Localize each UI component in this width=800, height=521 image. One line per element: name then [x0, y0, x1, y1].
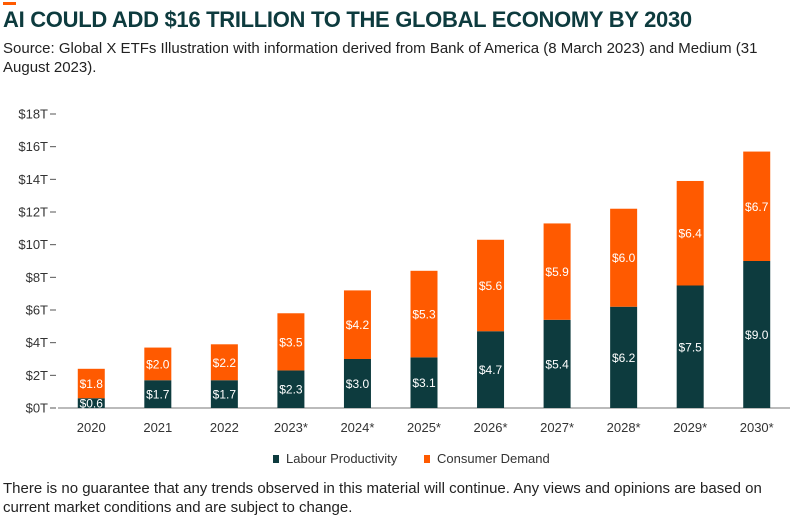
bar-labour-productivity — [343, 359, 371, 408]
bar-data-label: $2.2 — [213, 356, 237, 370]
bar-consumer-demand — [144, 347, 172, 381]
legend-label: Labour Productivity — [286, 451, 398, 466]
bar-data-label: $6.2 — [612, 351, 636, 365]
bar-data-label: $6.0 — [612, 251, 636, 265]
bar-data-label: $3.0 — [346, 377, 370, 391]
y-tick-label: $18T — [18, 107, 48, 122]
bar-consumer-demand — [676, 180, 704, 286]
bar-consumer-demand — [343, 290, 371, 359]
y-tick-label: $10T — [18, 237, 48, 252]
chart-title: AI COULD ADD $16 TRILLION TO THE GLOBAL … — [3, 7, 692, 32]
bar-data-label: $4.2 — [346, 318, 370, 332]
bar-data-label: $6.7 — [745, 200, 769, 214]
bar-data-label: $3.5 — [279, 335, 303, 349]
x-tick-label: 2027* — [540, 420, 574, 435]
bar-data-label: $5.3 — [412, 308, 436, 322]
x-tick-label: 2024* — [340, 420, 374, 435]
x-tick-label: 2021 — [143, 420, 172, 435]
stacked-bar-chart: $0T $2T $4T $6T $8T $10T $12T $14T $16T $18T $0.6 $… — [18, 107, 790, 466]
bar-data-label: $9.0 — [745, 328, 769, 342]
bar-consumer-demand — [410, 270, 438, 358]
x-tick-label: 2030* — [740, 420, 774, 435]
y-tick-label: $4T — [26, 335, 48, 350]
bar-labour-productivity — [743, 261, 771, 408]
bar-data-label: $5.6 — [479, 279, 503, 293]
bar-labour-productivity — [410, 357, 438, 408]
y-tick-label: $0T — [26, 401, 48, 416]
bar-data-label: $6.4 — [679, 227, 703, 241]
x-tick-label: 2029* — [673, 420, 707, 435]
y-tick-label: $12T — [18, 205, 48, 220]
x-tick-label: 2023* — [274, 420, 308, 435]
bar-consumer-demand — [277, 313, 305, 371]
bar-data-label: $1.7 — [213, 388, 237, 402]
y-tick-label: $2T — [26, 368, 48, 383]
x-tick-label: 2026* — [474, 420, 508, 435]
bar-data-label: $1.8 — [80, 377, 104, 391]
x-tick-label: 2028* — [607, 420, 641, 435]
bar-data-label: $0.6 — [80, 397, 104, 411]
bar-consumer-demand — [77, 368, 105, 399]
bar-labour-productivity — [210, 380, 238, 408]
bar-labour-productivity — [477, 331, 505, 408]
bar-data-label: $5.9 — [545, 265, 569, 279]
legend-swatch — [273, 455, 279, 463]
disclaimer: There is no guarantee that any trends ob… — [3, 480, 762, 516]
bar-labour-productivity — [77, 398, 105, 408]
x-tick-label: 2022 — [210, 420, 239, 435]
bar-consumer-demand — [610, 208, 638, 307]
bar-labour-productivity — [277, 370, 305, 408]
bar-labour-productivity — [610, 306, 638, 408]
y-tick-label: $8T — [26, 270, 48, 285]
chart-source: Source: Global X ETFs Illustration with … — [3, 40, 758, 76]
bar-data-label: $5.4 — [545, 357, 569, 371]
y-tick-label: $14T — [18, 172, 48, 187]
y-tick-label: $6T — [26, 303, 48, 318]
bar-consumer-demand — [477, 239, 505, 332]
bar-data-label: $4.7 — [479, 363, 503, 377]
bar-data-label: $2.3 — [279, 383, 303, 397]
bar-data-label: $7.5 — [679, 340, 703, 354]
x-tick-label: 2025* — [407, 420, 441, 435]
bar-labour-productivity — [676, 285, 704, 408]
bar-consumer-demand — [743, 151, 771, 261]
bar-data-label: $1.7 — [146, 388, 170, 402]
bar-consumer-demand — [210, 344, 238, 381]
legend-swatch — [424, 455, 430, 463]
x-tick-label: 2020 — [77, 420, 106, 435]
title-accent-bar — [3, 2, 16, 5]
bar-data-label: $3.1 — [412, 376, 436, 390]
bar-labour-productivity — [144, 380, 172, 408]
legend-label: Consumer Demand — [437, 451, 550, 466]
bar-labour-productivity — [543, 319, 571, 408]
bar-consumer-demand — [543, 223, 571, 320]
y-tick-label: $16T — [18, 139, 48, 154]
bar-data-label: $2.0 — [146, 357, 170, 371]
